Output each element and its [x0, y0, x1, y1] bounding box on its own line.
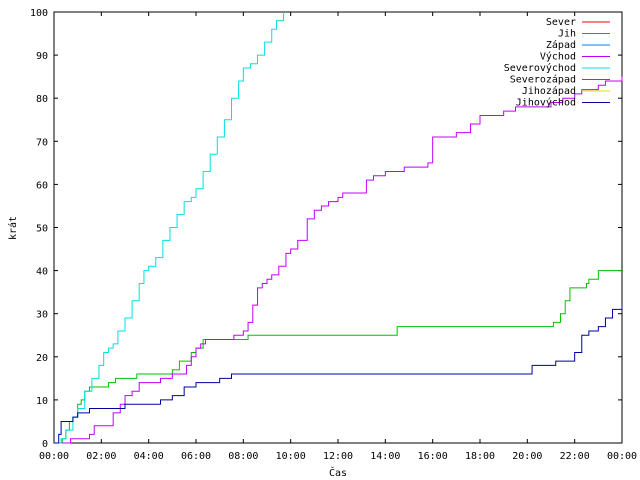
y-tick-label: 60 [36, 180, 48, 191]
x-tick-label: 16:00 [418, 451, 448, 462]
legend-label: Severozápad [510, 74, 576, 86]
series-line-5 [54, 12, 285, 444]
legend-label: Sever [546, 17, 576, 28]
x-tick-label: 04:00 [134, 451, 164, 462]
legend-label: Jihozápad [522, 85, 576, 97]
legend: SeverJihZápadVýchodSeverovýchodSeverozáp… [504, 17, 610, 109]
x-tick-label: 06:00 [181, 451, 211, 462]
x-tick-label: 22:00 [560, 451, 590, 462]
y-axis-label: krát [7, 216, 19, 240]
x-axis-label: Čas [329, 466, 347, 479]
legend-label: Jihovýchod [516, 97, 576, 109]
legend-label: Západ [546, 39, 576, 51]
y-tick-label: 50 [36, 224, 48, 235]
x-tick-label: 08:00 [228, 451, 258, 462]
series-line-4 [54, 76, 623, 444]
y-tick-label: 20 [36, 353, 48, 364]
series-line-8 [54, 305, 623, 444]
y-tick-label: 40 [36, 267, 48, 278]
axis-ticks: 0 10 20 30 40 50 60 70 80 90 100 00:00 02:00 04:00 06:… [30, 8, 637, 462]
y-tick-label: 90 [36, 51, 48, 62]
x-tick-label: 10:00 [276, 451, 306, 462]
y-tick-label: 10 [36, 396, 48, 407]
x-tick-label: 00:00 [607, 451, 637, 462]
series-lines [54, 12, 623, 444]
y-tick-label: 100 [30, 8, 48, 19]
legend-label: Východ [540, 51, 576, 63]
x-tick-label: 00:00 [39, 451, 69, 462]
x-tick-label: 14:00 [370, 451, 400, 462]
x-tick-label: 18:00 [465, 451, 495, 462]
legend-label: Jih [558, 29, 576, 40]
y-tick-label: 30 [36, 310, 48, 321]
x-tick-label: 02:00 [86, 451, 116, 462]
y-tick-label: 70 [36, 137, 48, 148]
legend-label: Severovýchod [504, 62, 576, 74]
y-tick-label: 80 [36, 94, 48, 105]
x-tick-label: 12:00 [323, 451, 353, 462]
y-tick-label: 0 [42, 439, 48, 450]
x-tick-label: 20:00 [512, 451, 542, 462]
